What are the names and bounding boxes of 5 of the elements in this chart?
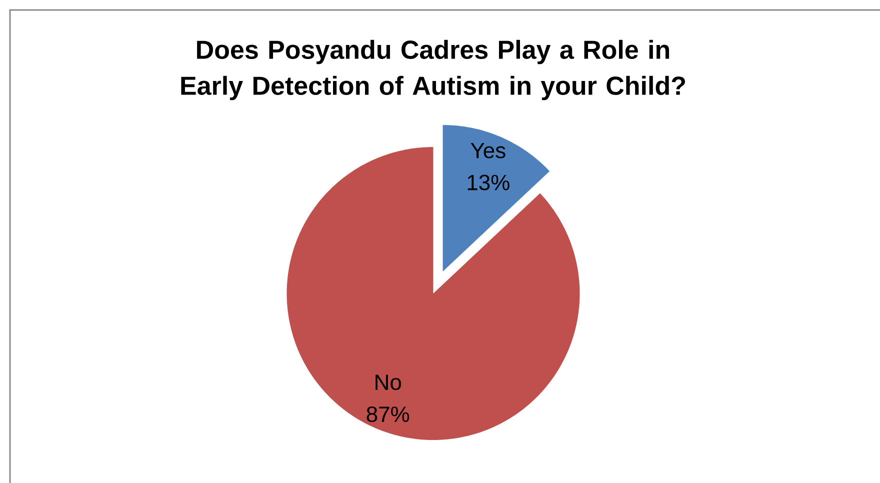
- slice-label: No: [376, 374, 401, 390]
- chart-title: Does Posyandu Cadres Play a Role in Early Detection of Autism in your Child?: [181, 40, 686, 100]
- data-label: 13%: [468, 174, 510, 190]
- data-label: 87%: [366, 406, 410, 422]
- slice-label: Yes: [470, 142, 506, 158]
